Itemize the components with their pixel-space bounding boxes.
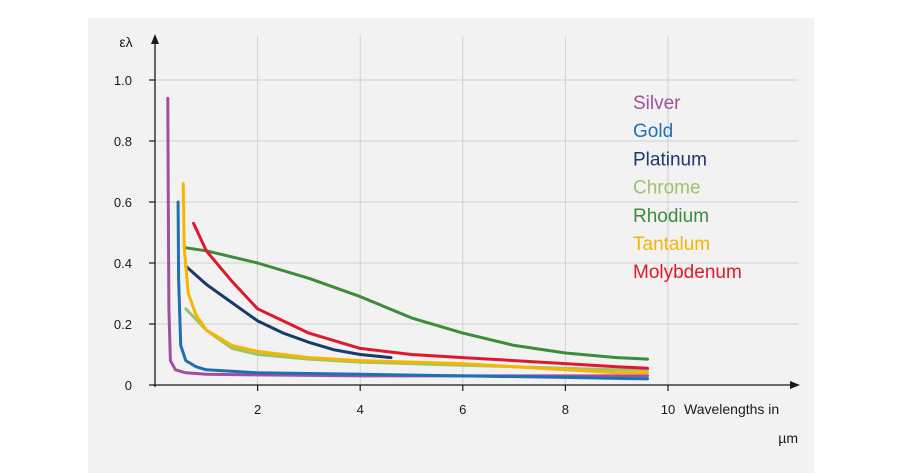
y-tick-label: 0.4 (114, 256, 132, 271)
series-line-rhodium (184, 246, 649, 361)
x-tick-label: 8 (562, 402, 569, 417)
series-line-platinum (184, 264, 393, 360)
y-axis-title: ελ (119, 34, 132, 50)
series-line-silver (166, 96, 649, 378)
y-tick-label: 0 (125, 378, 132, 393)
legend-entry-chrome: Chrome (633, 178, 701, 199)
chart-panel: 0 0.2 0.4 0.6 0.8 1.0 2 4 6 8 10 ελ Wavelengths in µm… (88, 18, 814, 473)
x-tick-label: 10 (661, 402, 675, 417)
legend-entry-platinum: Platinum (633, 149, 707, 170)
x-tick-label: 4 (357, 402, 364, 417)
legend-entry-gold: Gold (633, 121, 673, 142)
y-tick-label: 0.2 (114, 317, 132, 332)
x-tick-label: 6 (459, 402, 466, 417)
series-line-molybdenum (192, 221, 649, 370)
x-axis-title-line2: µm (778, 430, 798, 446)
series-line-tantalum (181, 182, 649, 375)
x-tick-label: 2 (254, 402, 261, 417)
legend-entry-molybdenum: Molybdenum (633, 262, 742, 283)
series-line-gold (176, 200, 649, 381)
x-axis-title-line1: Wavelengths in (684, 401, 779, 417)
y-tick-label: 0.6 (114, 195, 132, 210)
legend-entry-tantalum: Tantalum (633, 234, 710, 255)
emissivity-chart: 0 0.2 0.4 0.6 0.8 1.0 2 4 6 8 10 ελ Wavelengths in µm… (114, 34, 800, 446)
y-tick-label: 1.0 (114, 73, 132, 88)
legend-entry-rhodium: Rhodium (633, 206, 709, 227)
y-tick-label: 0.8 (114, 134, 132, 149)
legend-entry-silver: Silver (633, 93, 681, 114)
y-axis-arrow (151, 34, 159, 44)
x-axis-arrow (790, 381, 800, 389)
